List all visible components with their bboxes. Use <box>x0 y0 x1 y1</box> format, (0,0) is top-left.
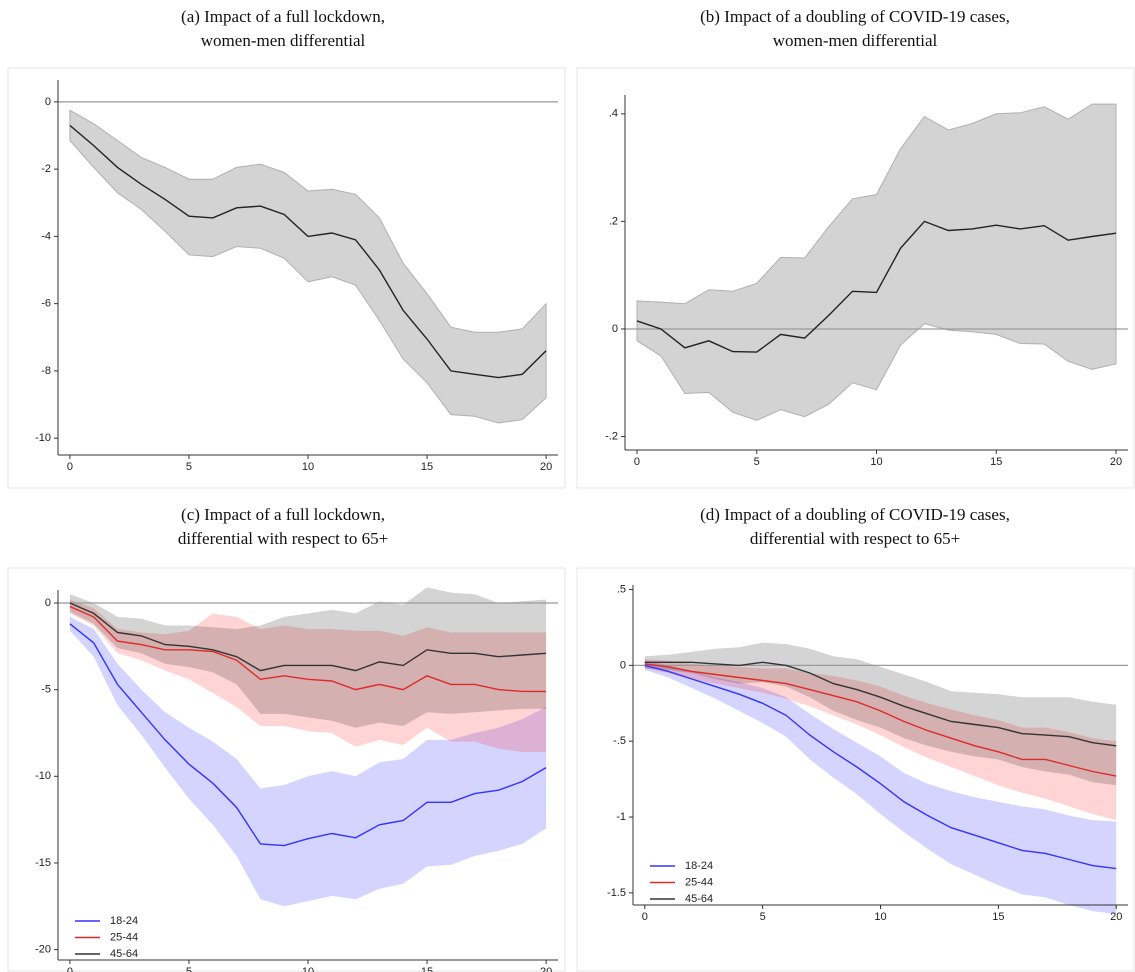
panel-title: women-men differential <box>201 31 366 50</box>
confidence-band <box>69 587 547 728</box>
y-tick-label: -1 <box>616 811 626 823</box>
legend-label: 25-44 <box>685 876 713 888</box>
y-tick-label: .5 <box>617 583 626 595</box>
x-tick-label: 0 <box>67 461 73 473</box>
x-tick-label: 20 <box>1110 456 1122 468</box>
series-line <box>69 623 547 847</box>
y-tick-label: -8 <box>41 365 51 377</box>
x-tick-label: 0 <box>67 966 73 972</box>
confidence-band <box>636 103 1117 421</box>
series-line <box>69 124 547 379</box>
confidence-band <box>69 109 547 424</box>
y-tick-label: -10 <box>35 770 51 782</box>
x-tick-label: 15 <box>990 456 1002 468</box>
panel-title: (d) Impact of a doubling of COVID-19 cas… <box>700 505 1010 524</box>
y-tick-label: 0 <box>620 659 626 671</box>
panel-title: differential with respect to 65+ <box>750 529 960 548</box>
series-line <box>636 220 1117 353</box>
plot-frame <box>576 567 1135 972</box>
plot-frame <box>7 67 566 489</box>
x-tick-label: 0 <box>634 456 640 468</box>
x-tick-label: 15 <box>992 911 1004 923</box>
legend-label: 18-24 <box>685 860 713 872</box>
x-tick-label: 5 <box>760 911 766 923</box>
confidence-band <box>69 599 547 752</box>
y-tick-label: 0 <box>45 96 51 108</box>
y-tick-label: 0 <box>45 597 51 609</box>
x-tick-label: 5 <box>754 456 760 468</box>
y-tick-label: -.5 <box>613 735 626 747</box>
x-tick-label: 15 <box>421 966 433 972</box>
panel-title: (c) Impact of a full lockdown, <box>181 505 385 524</box>
panel-title: women-men differential <box>773 31 938 50</box>
y-tick-label: -6 <box>41 298 51 310</box>
x-tick-label: 10 <box>870 456 882 468</box>
x-tick-label: 20 <box>540 461 552 473</box>
y-tick-label: 0 <box>612 323 618 335</box>
x-tick-label: 5 <box>186 966 192 972</box>
panel-title: (b) Impact of a doubling of COVID-19 cas… <box>700 7 1010 26</box>
x-tick-label: 10 <box>302 461 314 473</box>
y-tick-label: .4 <box>609 108 618 120</box>
y-tick-label: -4 <box>41 230 51 242</box>
y-tick-label: -15 <box>35 857 51 869</box>
x-tick-label: 15 <box>421 461 433 473</box>
legend-label: 25-44 <box>110 931 138 943</box>
y-tick-label: -20 <box>35 944 51 956</box>
series-line <box>644 663 1117 777</box>
legend-label: 45-64 <box>110 948 138 960</box>
plot-frame <box>7 567 566 972</box>
confidence-band <box>644 659 1117 821</box>
legend-label: 45-64 <box>685 893 713 905</box>
y-tick-label: -10 <box>35 432 51 444</box>
series-line <box>644 664 1117 870</box>
y-tick-label: -.2 <box>605 430 618 442</box>
confidence-band <box>69 616 547 907</box>
y-tick-label: -5 <box>41 684 51 696</box>
panel-title: (a) Impact of a full lockdown, <box>181 7 385 26</box>
series-line <box>69 602 547 672</box>
confidence-band <box>644 660 1117 915</box>
y-tick-label: -1.5 <box>607 887 626 899</box>
panel-title: differential with respect to 65+ <box>178 529 388 548</box>
x-tick-label: 0 <box>642 911 648 923</box>
legend-label: 18-24 <box>110 915 138 927</box>
y-tick-label: -2 <box>41 163 51 175</box>
x-tick-label: 5 <box>186 461 192 473</box>
x-tick-label: 10 <box>874 911 886 923</box>
y-tick-label: .2 <box>609 215 618 227</box>
x-tick-label: 10 <box>302 966 314 972</box>
plot-frame <box>576 67 1135 489</box>
x-tick-label: 20 <box>540 966 552 972</box>
series-line <box>69 605 547 693</box>
series-line <box>644 661 1117 747</box>
confidence-band <box>644 642 1117 786</box>
x-tick-label: 20 <box>1110 911 1122 923</box>
